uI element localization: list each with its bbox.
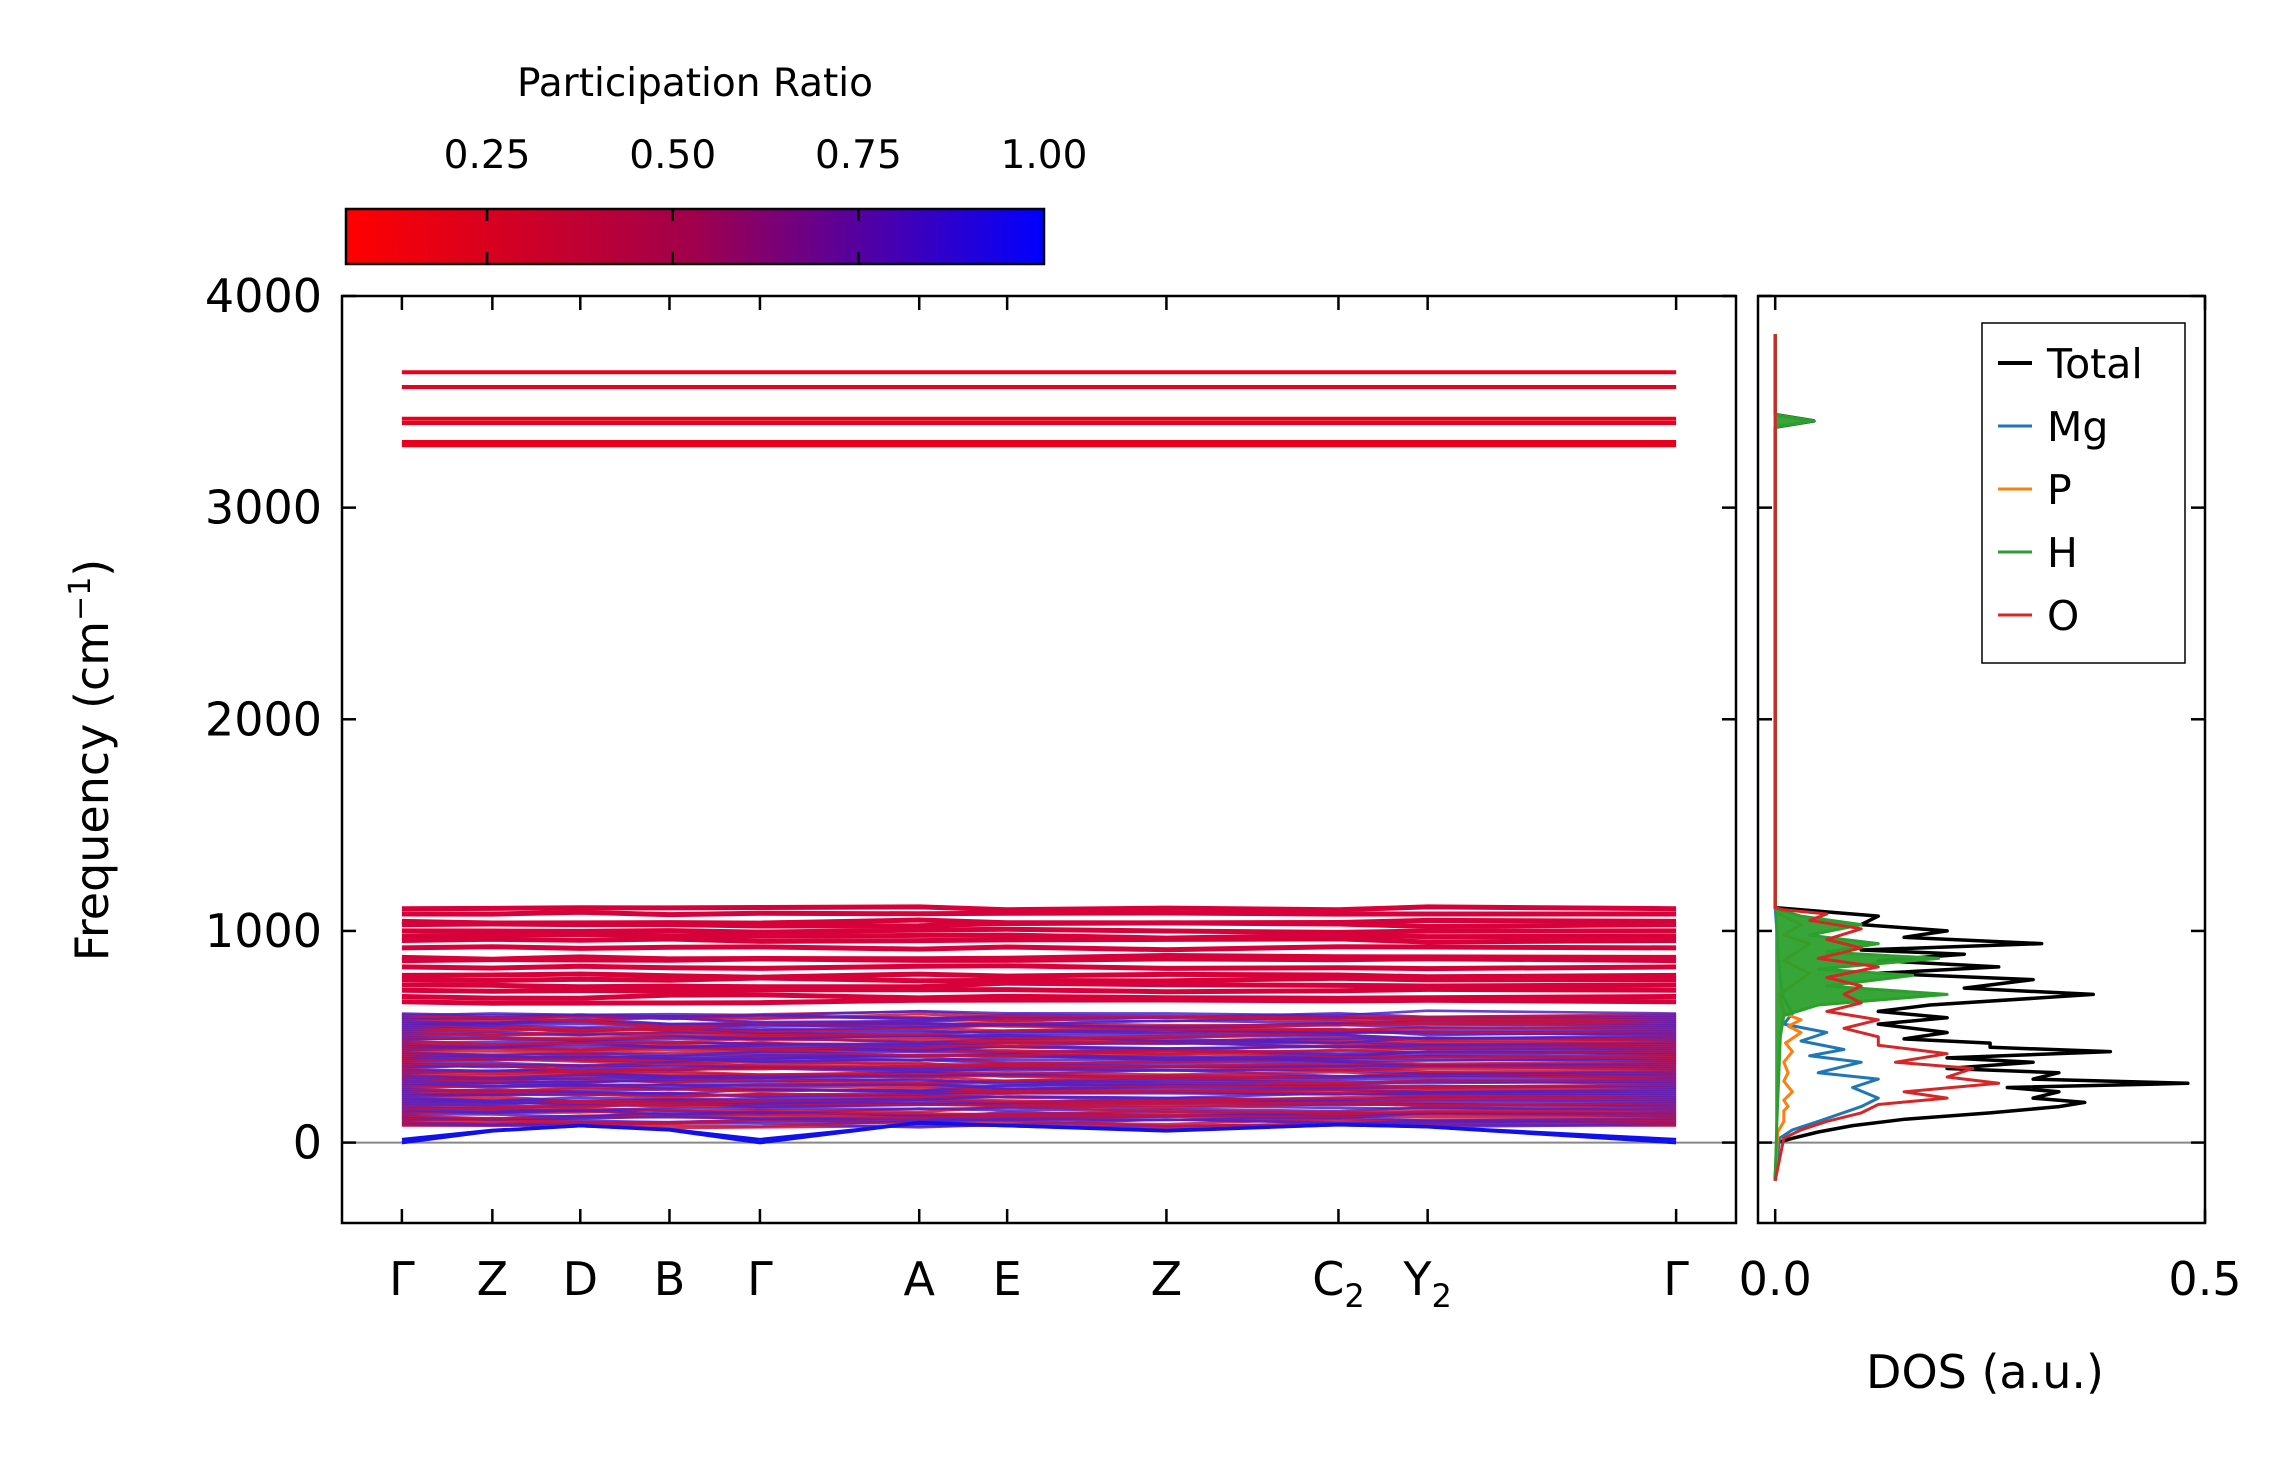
band-ylabel: Frequency (cm−1) xyxy=(63,559,119,962)
dos-series-H xyxy=(1773,334,1949,1181)
legend-label-O: O xyxy=(2047,592,2079,640)
colorbar-gradient xyxy=(344,207,1046,266)
band-line-mid xyxy=(401,956,1677,964)
y-tick-label: 0 xyxy=(293,1116,322,1170)
colorbar-title: Participation Ratio xyxy=(517,61,873,106)
dos-legend: Total Mg PHO xyxy=(1981,322,2186,664)
band-line-low xyxy=(401,1104,1677,1113)
band-line-mid xyxy=(401,963,1677,972)
colorbar: Participation Ratio 0.25 0.50 0.75 1.00 xyxy=(344,61,1088,266)
band-axes-frame xyxy=(340,294,1738,1225)
acoustic-branch xyxy=(401,1121,1677,1141)
dos-x-tick-label: 0.0 xyxy=(1739,1252,1812,1306)
band-line-mid xyxy=(401,931,1677,941)
legend-label-H: H xyxy=(2047,529,2078,577)
k-tick-label: E xyxy=(993,1252,1022,1306)
band-line-mid xyxy=(401,944,1677,953)
k-tick-label: B xyxy=(654,1252,686,1306)
k-tick-label: C2 xyxy=(1312,1252,1364,1315)
legend-items: Total Mg PHO xyxy=(1998,340,2143,640)
dos-series-O xyxy=(1773,334,2001,1181)
band-line-mid xyxy=(401,920,1677,930)
band-ylabel-text: Frequency (cm xyxy=(65,621,119,961)
legend-label-Mg: Mg xyxy=(2047,403,2108,451)
k-tick-label: Y2 xyxy=(1402,1252,1451,1315)
band-line-mid xyxy=(401,980,1677,990)
k-tick-label: Z xyxy=(477,1252,509,1306)
dos-x-tick-label: 0.5 xyxy=(2168,1252,2241,1306)
dos-lines xyxy=(1758,334,2205,1181)
colorbar-tick-label: 0.75 xyxy=(815,133,902,178)
legend-label-Total: Total xyxy=(2046,340,2143,388)
band-line-mid xyxy=(401,975,1677,984)
y-tick-label: 1000 xyxy=(205,904,322,958)
legend-label-P: P xyxy=(2047,466,2072,514)
dos-ticks: 0.0 0.5 xyxy=(1739,294,2242,1306)
band-line-low xyxy=(401,1076,1677,1084)
band-line-mid xyxy=(401,971,1677,980)
k-tick-label: D xyxy=(563,1252,598,1306)
dos-panel: 0.0 0.5 DOS (a.u.) Total Mg PHO xyxy=(1739,294,2242,1399)
band-y-ticks: 0 1000 2000 3000 4000 xyxy=(205,269,1736,1170)
band-line-mid xyxy=(401,909,1677,918)
k-tick-label: Γ xyxy=(1663,1252,1689,1306)
band-line-mid xyxy=(401,904,1677,913)
band-line-mid xyxy=(401,926,1677,935)
band-line-low xyxy=(401,1009,1677,1018)
band-line-mid xyxy=(401,986,1677,995)
k-tick-label: A xyxy=(903,1252,935,1306)
band-ylabel-close: ) xyxy=(65,559,119,577)
colorbar-tick-label: 0.25 xyxy=(444,133,531,178)
band-line-mid xyxy=(401,997,1677,1006)
y-tick-label: 3000 xyxy=(205,481,322,535)
y-tick-label: 2000 xyxy=(205,692,322,746)
colorbar-ticks: 0.25 0.50 0.75 1.00 xyxy=(444,133,1088,264)
band-line-low xyxy=(401,1108,1677,1116)
band-line-mid xyxy=(401,936,1677,945)
colorbar-tick-label: 1.00 xyxy=(1001,133,1088,178)
k-tick-label: Γ xyxy=(747,1252,773,1306)
band-lines xyxy=(342,370,1736,1145)
band-line-low xyxy=(401,1086,1677,1094)
colorbar-tick-label: 0.50 xyxy=(629,133,716,178)
band-line-low xyxy=(401,1022,1677,1032)
dos-series-Total xyxy=(1773,334,2190,1181)
k-tick-label: Z xyxy=(1151,1252,1183,1306)
dos-fill-H xyxy=(1775,334,1948,1181)
legend-frame xyxy=(1981,322,2186,664)
band-k-ticks: Γ Z D B Γ A E Z C2 Y2 Γ xyxy=(389,296,1689,1315)
dos-axes-frame xyxy=(1756,294,2207,1225)
band-ylabel-sup: −1 xyxy=(63,577,98,621)
y-tick-label: 4000 xyxy=(205,269,322,323)
k-tick-label: Γ xyxy=(389,1252,415,1306)
dos-xlabel: DOS (a.u.) xyxy=(1866,1345,2104,1399)
